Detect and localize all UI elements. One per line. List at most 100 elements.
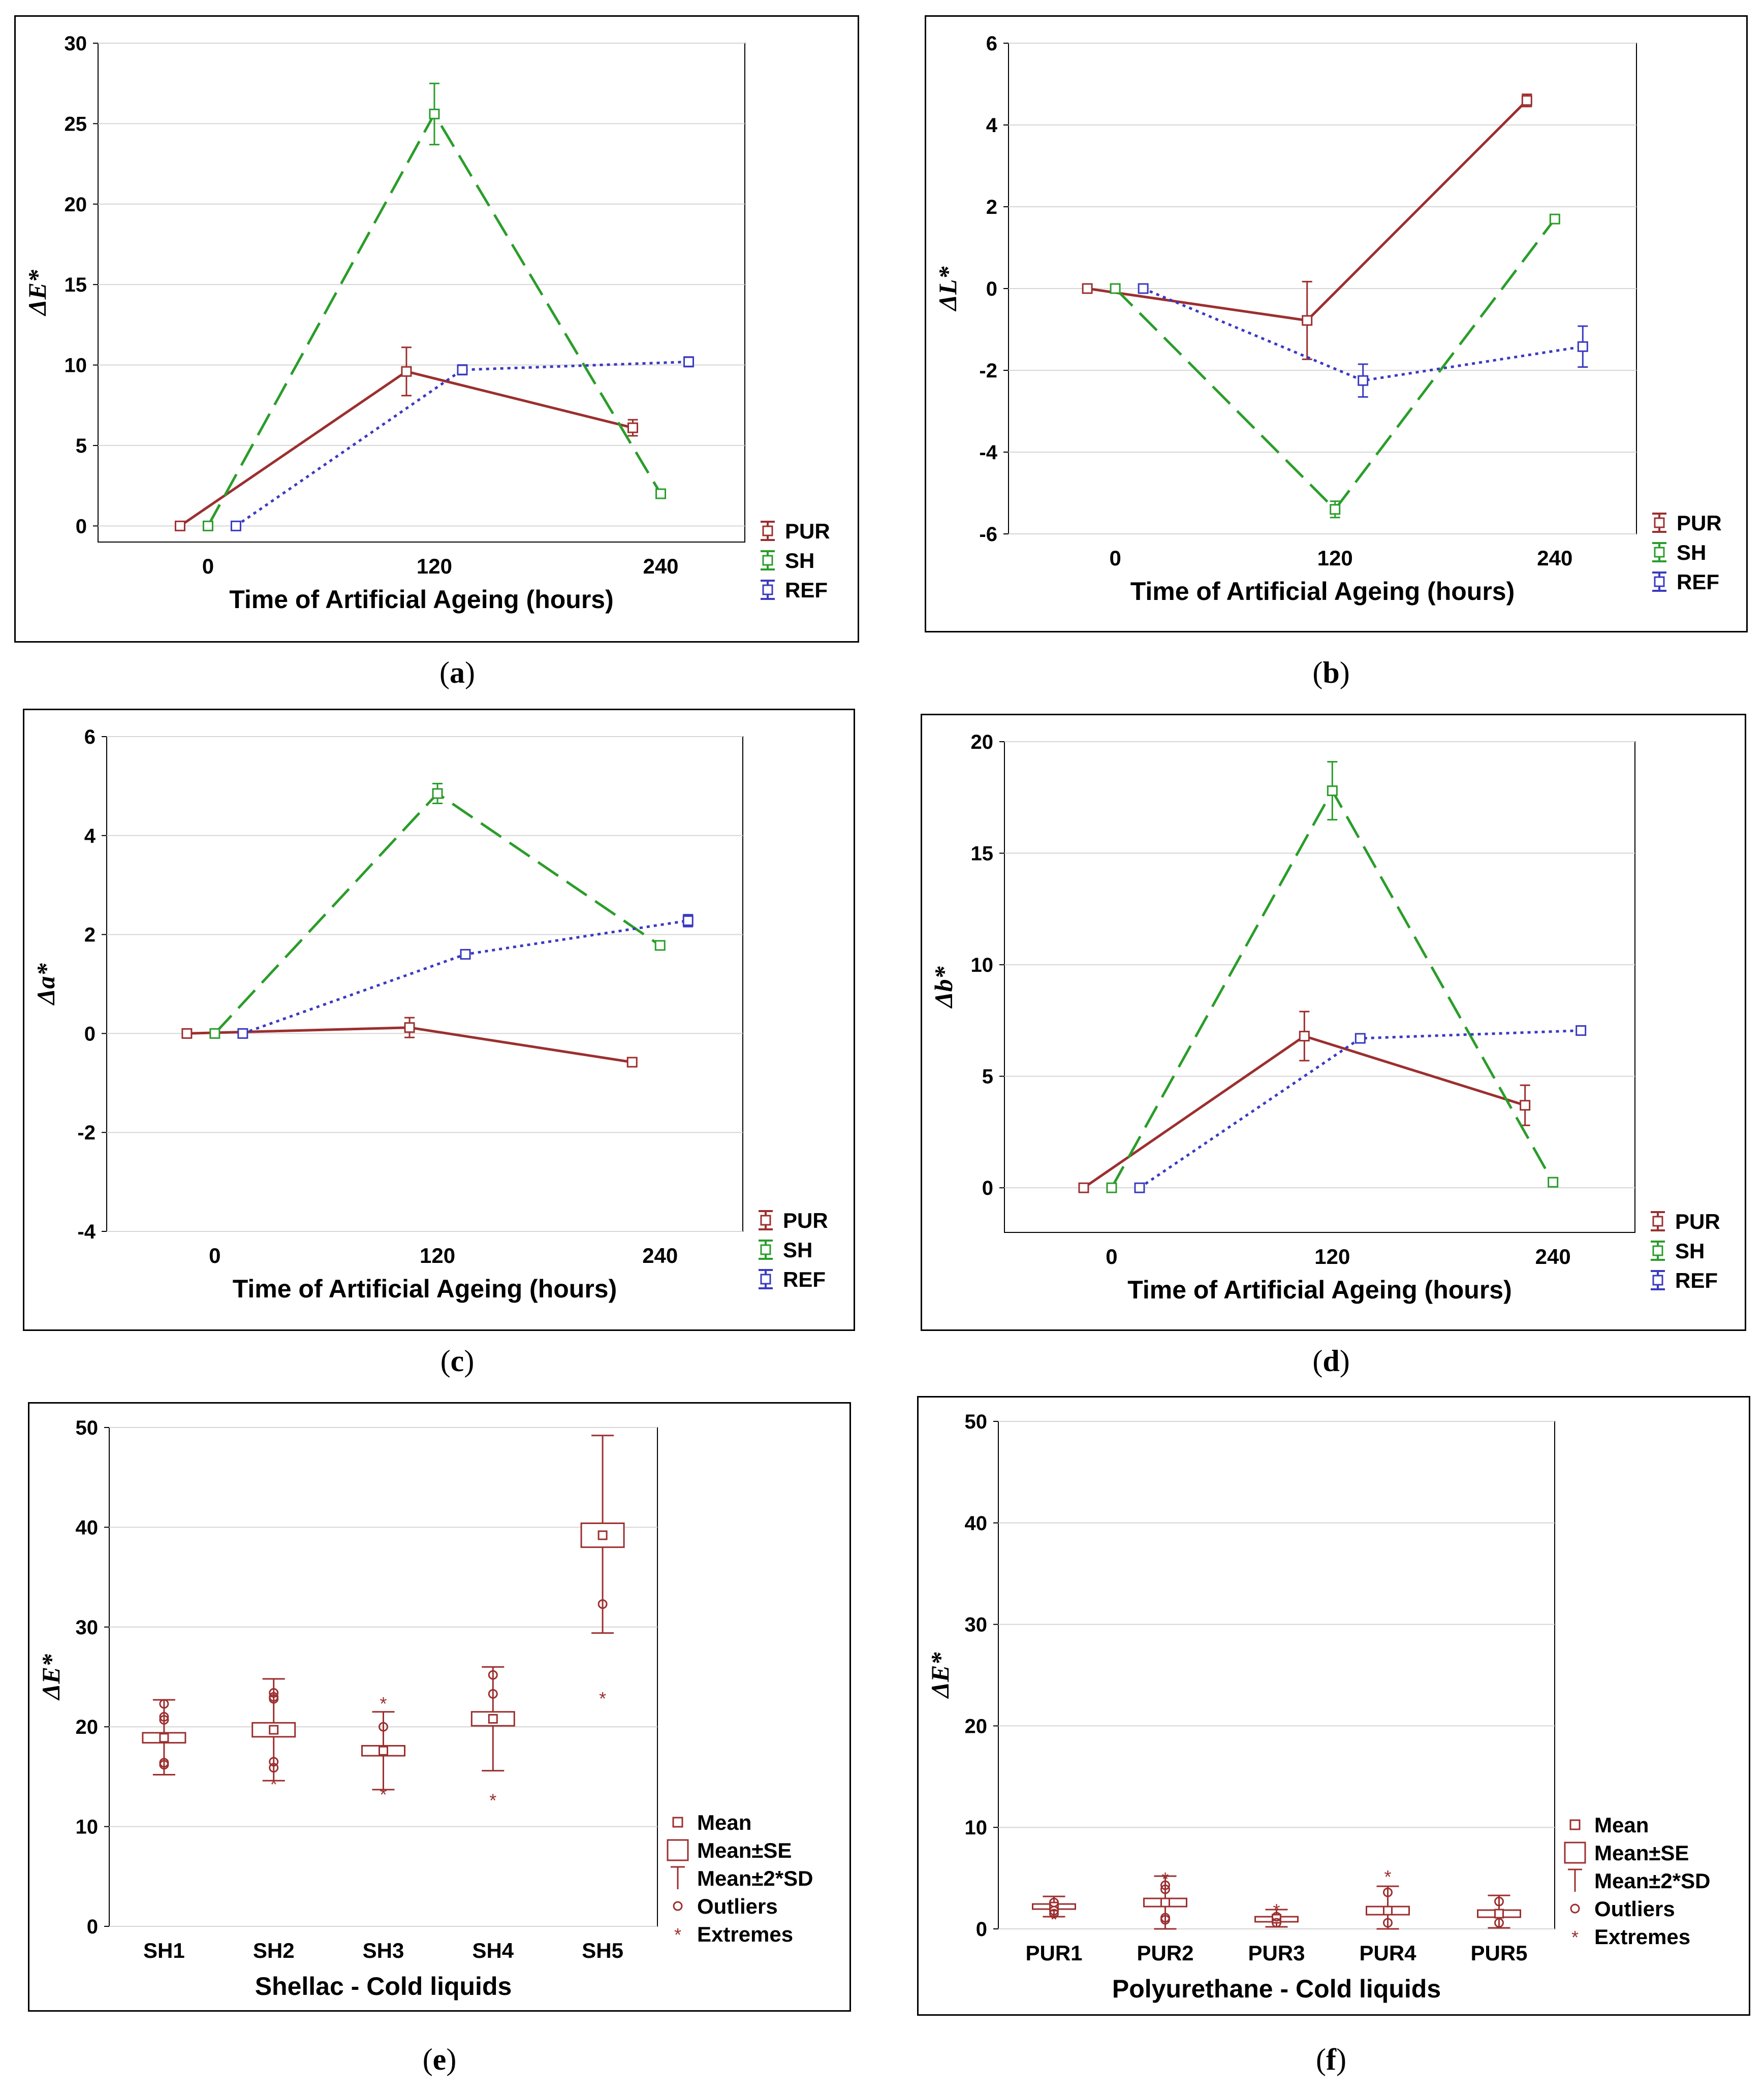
chart-panel-e: 0 10 20 30 40 50 ΔE* SH1 SH2 * SH3 * * SH4 * SH5 * Shella… xyxy=(28,1402,851,2012)
legend-label-sh: SH xyxy=(785,549,814,573)
x-tick-label: 0 xyxy=(202,554,214,578)
legend-label-pur: PUR xyxy=(1677,511,1722,535)
mean-marker xyxy=(1160,1897,1170,1908)
y-tick-label: -2 xyxy=(979,360,997,382)
legend-marker-box xyxy=(760,1215,771,1226)
outlier-point xyxy=(379,1722,388,1732)
data-point-sh xyxy=(1549,213,1560,225)
outlier-point xyxy=(597,1599,608,1609)
legend-label-sh: SH xyxy=(1675,1239,1705,1263)
x-tick-label: SH5 xyxy=(582,1939,623,1962)
y-tick-label: 20 xyxy=(65,194,87,216)
panel-border xyxy=(28,1402,851,2012)
series-line-ref xyxy=(1143,287,1583,382)
legend-marker-box xyxy=(1654,576,1665,587)
y-tick-label: -2 xyxy=(77,1122,96,1144)
y-tick-label: 0 xyxy=(982,1177,993,1199)
data-point-sh xyxy=(1110,283,1121,294)
y-axis-label: ΔE* xyxy=(37,1654,65,1701)
panel-border xyxy=(14,15,859,643)
y-tick-label: -4 xyxy=(979,441,997,464)
data-point-pur xyxy=(1299,1031,1310,1042)
data-point-pur xyxy=(181,1028,193,1039)
legend-marker-box xyxy=(760,1274,771,1285)
data-point-pur xyxy=(1521,95,1532,106)
outlier-point xyxy=(1494,1918,1504,1928)
x-tick-label: 240 xyxy=(1535,1245,1571,1268)
extreme-point: * xyxy=(599,1688,606,1709)
x-tick-label: 0 xyxy=(209,1244,220,1267)
legend-label: Outliers xyxy=(1594,1897,1675,1921)
y-tick-label: 30 xyxy=(65,33,87,55)
y-tick-label: 50 xyxy=(76,1417,99,1439)
legend-extreme-symbol: * xyxy=(674,1924,681,1945)
data-point-ref xyxy=(1358,375,1369,386)
legend-label-ref: REF xyxy=(785,578,828,602)
y-tick-label: 0 xyxy=(986,278,997,300)
data-point-pur xyxy=(401,366,412,377)
mean-marker xyxy=(269,1725,279,1735)
x-axis-label: Polyurethane - Cold liquids xyxy=(1112,1975,1441,2003)
outlier-point xyxy=(159,1699,169,1709)
data-point-pur xyxy=(404,1022,415,1033)
extreme-point: * xyxy=(1384,1866,1391,1887)
data-point-pur xyxy=(1078,1182,1089,1193)
x-axis-label: Time of Artificial Ageing (hours) xyxy=(229,585,614,614)
x-tick-label: 240 xyxy=(643,554,678,578)
chart-c-svg: -4 -2 0 2 4 6 Δa* 0 120 240 Time of Artificial Age… xyxy=(23,709,855,1331)
y-tick-label: 10 xyxy=(971,954,994,976)
legend-marker-box xyxy=(1654,517,1665,528)
chart-panel-b: -6 -4 -2 0 2 4 6 ΔL* 0 120 240 Time of Artificial A… xyxy=(925,15,1748,632)
data-point-sh xyxy=(432,788,443,799)
legend-se-symbol xyxy=(667,1839,689,1861)
chart-panel-d: 0 5 10 15 20 Δb* 0 120 240 Time of Artificial Age… xyxy=(921,714,1746,1331)
outlier-point xyxy=(1272,1912,1281,1922)
data-point-ref xyxy=(460,949,471,960)
y-tick-label: 15 xyxy=(65,274,87,296)
y-tick-label: -6 xyxy=(979,523,997,546)
y-tick-label: 0 xyxy=(87,1916,98,1938)
data-point-sh xyxy=(429,108,440,119)
legend-outlier-symbol xyxy=(673,1901,683,1911)
caption-e-letter: e xyxy=(432,2043,447,2076)
outlier-point xyxy=(1494,1896,1504,1907)
chart-b-svg: -6 -4 -2 0 2 4 6 ΔL* 0 120 240 Time of Artificial A… xyxy=(925,15,1748,632)
caption-c: (c) xyxy=(440,1344,475,1378)
data-point-pur xyxy=(174,520,185,531)
legend-label-ref: REF xyxy=(783,1267,826,1291)
data-point-ref xyxy=(1577,341,1588,352)
chart-panel-f: 0 10 20 30 40 50 ΔE* PUR1 * PUR2 * PUR3 * PUR4 * PUR5 Po… xyxy=(917,1396,1750,2016)
outlier-point xyxy=(1383,1918,1393,1928)
caption-b: (b) xyxy=(1312,656,1350,689)
outlier-point xyxy=(1383,1887,1393,1897)
y-tick-label: -4 xyxy=(77,1221,96,1243)
outlier-point xyxy=(1049,1897,1059,1908)
extreme-point: * xyxy=(380,1784,387,1805)
y-tick-label: 0 xyxy=(76,515,87,537)
y-tick-label: 10 xyxy=(76,1816,99,1838)
data-point-sh xyxy=(1330,504,1341,515)
legend-label-pur: PUR xyxy=(785,519,830,543)
x-tick-label: SH2 xyxy=(253,1939,295,1962)
data-point-ref xyxy=(237,1028,248,1039)
caption-a-letter: a xyxy=(450,656,465,689)
data-point-ref xyxy=(457,364,468,375)
extreme-point: * xyxy=(489,1790,496,1811)
outlier-point xyxy=(269,1694,279,1704)
extreme-point: * xyxy=(1273,1900,1280,1921)
y-tick-label: 30 xyxy=(965,1614,988,1636)
y-tick-label: 15 xyxy=(971,843,994,865)
caption-f: (f) xyxy=(1316,2043,1346,2076)
legend-mean-symbol xyxy=(672,1817,683,1828)
y-axis-label: ΔE* xyxy=(23,269,51,316)
outlier-point xyxy=(159,1760,169,1770)
legend-label-sh: SH xyxy=(1677,541,1706,564)
caption-d: (d) xyxy=(1312,1344,1350,1378)
outlier-point xyxy=(1160,1915,1170,1925)
y-tick-label: 5 xyxy=(76,435,87,457)
y-tick-label: 20 xyxy=(965,1715,988,1737)
panel-border xyxy=(921,714,1746,1331)
legend-label: Extremes xyxy=(1594,1925,1690,1949)
x-tick-label: 240 xyxy=(642,1244,678,1267)
data-point-sh xyxy=(1327,785,1338,797)
